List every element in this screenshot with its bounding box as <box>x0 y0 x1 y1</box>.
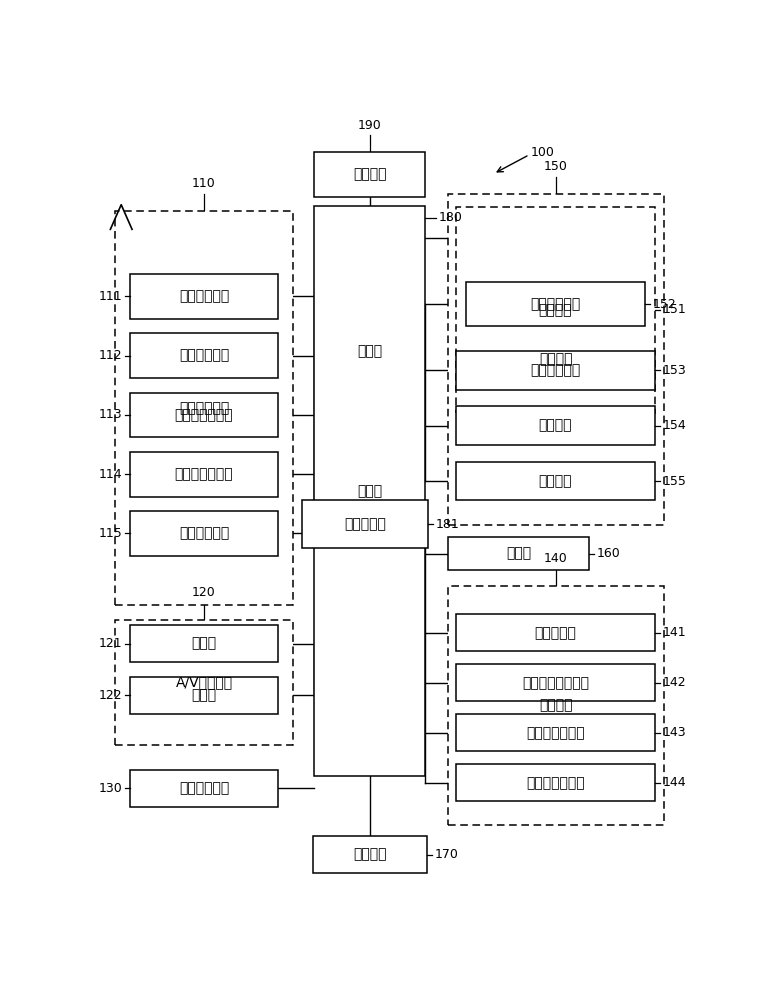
Text: 接口单元: 接口单元 <box>354 848 387 862</box>
Bar <box>301 500 428 548</box>
Bar <box>131 393 278 437</box>
Text: 100: 100 <box>531 146 555 159</box>
Text: 181: 181 <box>436 518 460 531</box>
Text: 摄像头感测单元: 摄像头感测单元 <box>526 776 585 790</box>
Text: 130: 130 <box>99 782 123 795</box>
Bar <box>448 586 664 825</box>
Text: 180: 180 <box>438 211 462 224</box>
Bar <box>456 207 655 413</box>
Bar <box>115 620 293 745</box>
Text: 112: 112 <box>99 349 123 362</box>
Text: 超声波感测单元: 超声波感测单元 <box>526 726 585 740</box>
Text: 输出单元: 输出单元 <box>539 352 573 366</box>
Text: 短距离通信模块: 短距离通信模块 <box>175 467 233 481</box>
Text: 存储器: 存储器 <box>506 547 531 561</box>
Bar <box>456 351 655 389</box>
Text: 感测单元: 感测单元 <box>539 698 573 712</box>
Text: 190: 190 <box>357 119 382 132</box>
Bar <box>314 152 425 197</box>
Text: 154: 154 <box>663 419 686 432</box>
Bar <box>131 274 278 319</box>
Bar <box>456 462 655 500</box>
Text: 立体显示模块: 立体显示模块 <box>530 297 580 311</box>
Text: 多媒体模块: 多媒体模块 <box>344 517 386 531</box>
Text: 立体触摸感测单元: 立体触摸感测单元 <box>522 676 589 690</box>
Text: A/V输入单元: A/V输入单元 <box>176 675 232 689</box>
Text: 114: 114 <box>99 468 123 481</box>
Text: 120: 120 <box>192 586 216 599</box>
Text: 140: 140 <box>544 552 568 565</box>
Text: 152: 152 <box>653 298 677 311</box>
Bar <box>131 677 278 714</box>
Text: 153: 153 <box>663 364 686 377</box>
Text: 广播接收模块: 广播接收模块 <box>179 289 229 303</box>
Bar <box>448 537 589 570</box>
Text: 121: 121 <box>99 637 123 650</box>
Text: 无线因特网模块: 无线因特网模块 <box>175 408 233 422</box>
Bar <box>456 614 655 651</box>
Text: 150: 150 <box>544 160 568 173</box>
Text: 显示单元: 显示单元 <box>538 303 572 317</box>
Text: 用户输入单元: 用户输入单元 <box>179 781 229 795</box>
Bar <box>456 406 655 445</box>
Bar <box>456 764 655 801</box>
Text: 控制器: 控制器 <box>357 484 382 498</box>
Text: 无线通信单元: 无线通信单元 <box>179 401 229 415</box>
Bar <box>456 714 655 751</box>
Text: 155: 155 <box>663 475 686 488</box>
Text: 113: 113 <box>99 408 123 421</box>
Bar <box>312 836 427 873</box>
Bar <box>448 194 664 525</box>
Bar <box>456 664 655 701</box>
Bar <box>131 333 278 378</box>
Bar <box>131 452 278 497</box>
Text: 143: 143 <box>663 726 686 739</box>
Text: 电源单元: 电源单元 <box>353 168 386 182</box>
Text: 110: 110 <box>192 177 216 190</box>
Bar <box>131 511 278 556</box>
Bar <box>115 211 293 605</box>
Text: 音频输出模块: 音频输出模块 <box>530 363 580 377</box>
Bar <box>314 206 425 776</box>
Text: 摄像头: 摄像头 <box>191 637 217 651</box>
Bar <box>131 625 278 662</box>
Text: 141: 141 <box>663 626 686 639</box>
Text: 142: 142 <box>663 676 686 689</box>
Text: 麦克风: 麦克风 <box>191 688 217 702</box>
Text: 115: 115 <box>99 527 123 540</box>
Text: 144: 144 <box>663 776 686 789</box>
Text: 触觉模块: 触觉模块 <box>538 474 572 488</box>
Text: 移动通信模块: 移动通信模块 <box>179 349 229 363</box>
Text: 160: 160 <box>597 547 621 560</box>
Text: 接近传感器: 接近传感器 <box>535 626 577 640</box>
Text: 122: 122 <box>99 689 123 702</box>
Text: 告警单元: 告警单元 <box>538 419 572 433</box>
Text: 位置信息模块: 位置信息模块 <box>179 526 229 540</box>
Bar <box>465 282 645 326</box>
Text: 170: 170 <box>435 848 459 861</box>
Text: 控制器: 控制器 <box>357 344 382 358</box>
Text: 111: 111 <box>99 290 123 303</box>
Bar <box>131 770 278 807</box>
Text: 151: 151 <box>663 303 686 316</box>
